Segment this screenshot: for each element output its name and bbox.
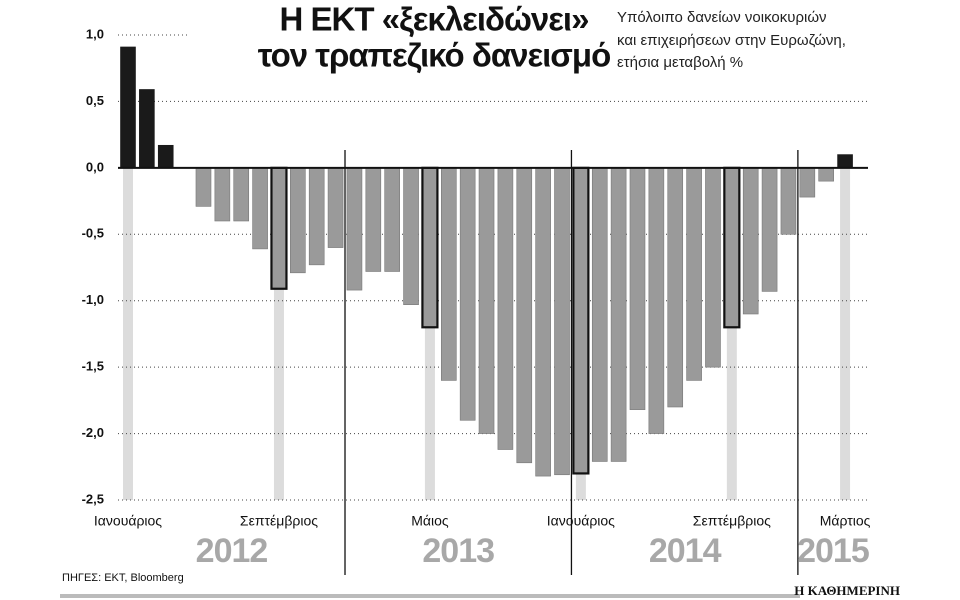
highlight-band — [424, 167, 435, 500]
y-tick-label: -2,5 — [82, 491, 104, 506]
bar — [440, 167, 457, 381]
y-tick-label: -2,0 — [82, 425, 104, 440]
y-tick-label: -0,5 — [82, 226, 104, 241]
bar — [270, 166, 288, 290]
bar — [648, 167, 665, 434]
highlight-band — [726, 167, 737, 500]
year-label: 2013 — [422, 532, 494, 570]
brand: Η ΚΑΘΗΜΕΡΙΝΗ — [794, 583, 900, 598]
bar — [535, 167, 551, 477]
x-tick-label: Σεπτέμβριος — [693, 513, 771, 529]
chart-subtitle: ετήσια μεταβολή % — [617, 54, 743, 71]
bar — [497, 167, 514, 450]
bar — [139, 89, 155, 169]
chart-title: τον τραπεζικό δανεισμό — [258, 37, 610, 74]
bar — [290, 167, 306, 274]
bar — [478, 167, 495, 434]
bar — [572, 166, 590, 475]
bar — [516, 167, 533, 464]
bar — [459, 167, 476, 421]
chart-title: Η ΕΚΤ «ξεκλειδώνει» — [280, 1, 589, 38]
x-tick-label: Σεπτέμβριος — [240, 513, 318, 529]
bar — [705, 167, 721, 368]
bar — [837, 154, 853, 169]
bar — [157, 144, 174, 169]
bar — [252, 167, 268, 250]
bar — [346, 167, 363, 291]
source-note: ΠΗΓΕΣ: ΕΚΤ, Bloomberg — [62, 572, 184, 584]
bar — [384, 167, 400, 272]
bar — [591, 167, 608, 462]
highlight-band — [840, 167, 851, 500]
bar — [214, 167, 231, 222]
x-tick-label: Ιανουάριος — [547, 513, 615, 529]
bar — [195, 167, 212, 207]
year-label: 2012 — [196, 532, 268, 570]
bar — [742, 167, 759, 315]
x-tick-label: Μάρτιος — [820, 513, 871, 529]
bar — [723, 166, 741, 329]
bar — [610, 167, 627, 462]
y-tick-label: -1,5 — [82, 359, 104, 374]
x-tick-label: Ιανουάριος — [94, 513, 162, 529]
y-tick-label: 0,5 — [86, 93, 104, 108]
y-tick-label: 1,0 — [86, 26, 104, 41]
y-tick-label: -1,0 — [82, 292, 104, 307]
bar — [233, 167, 250, 222]
bar — [120, 46, 136, 169]
y-tick-label: 0,0 — [86, 159, 104, 174]
bar — [686, 167, 702, 381]
bar — [629, 167, 646, 410]
bar — [818, 167, 834, 182]
bar — [421, 166, 439, 329]
year-label: 2015 — [797, 532, 869, 570]
highlight-band — [273, 167, 284, 500]
bar — [365, 167, 382, 272]
bar — [403, 167, 419, 305]
bar — [667, 167, 684, 408]
bar — [308, 167, 325, 266]
bar — [327, 167, 344, 248]
bar — [799, 167, 816, 198]
chart-subtitle: και επιχειρήσεων στην Ευρωζώνη, — [617, 32, 846, 49]
year-label: 2014 — [649, 532, 722, 570]
highlight-band — [123, 167, 133, 500]
bar — [780, 167, 797, 235]
bar — [554, 167, 570, 476]
x-tick-label: Μάιος — [411, 513, 449, 529]
bar — [761, 167, 778, 292]
chart-subtitle: Υπόλοιπο δανείων νοικοκυριών — [617, 9, 827, 26]
